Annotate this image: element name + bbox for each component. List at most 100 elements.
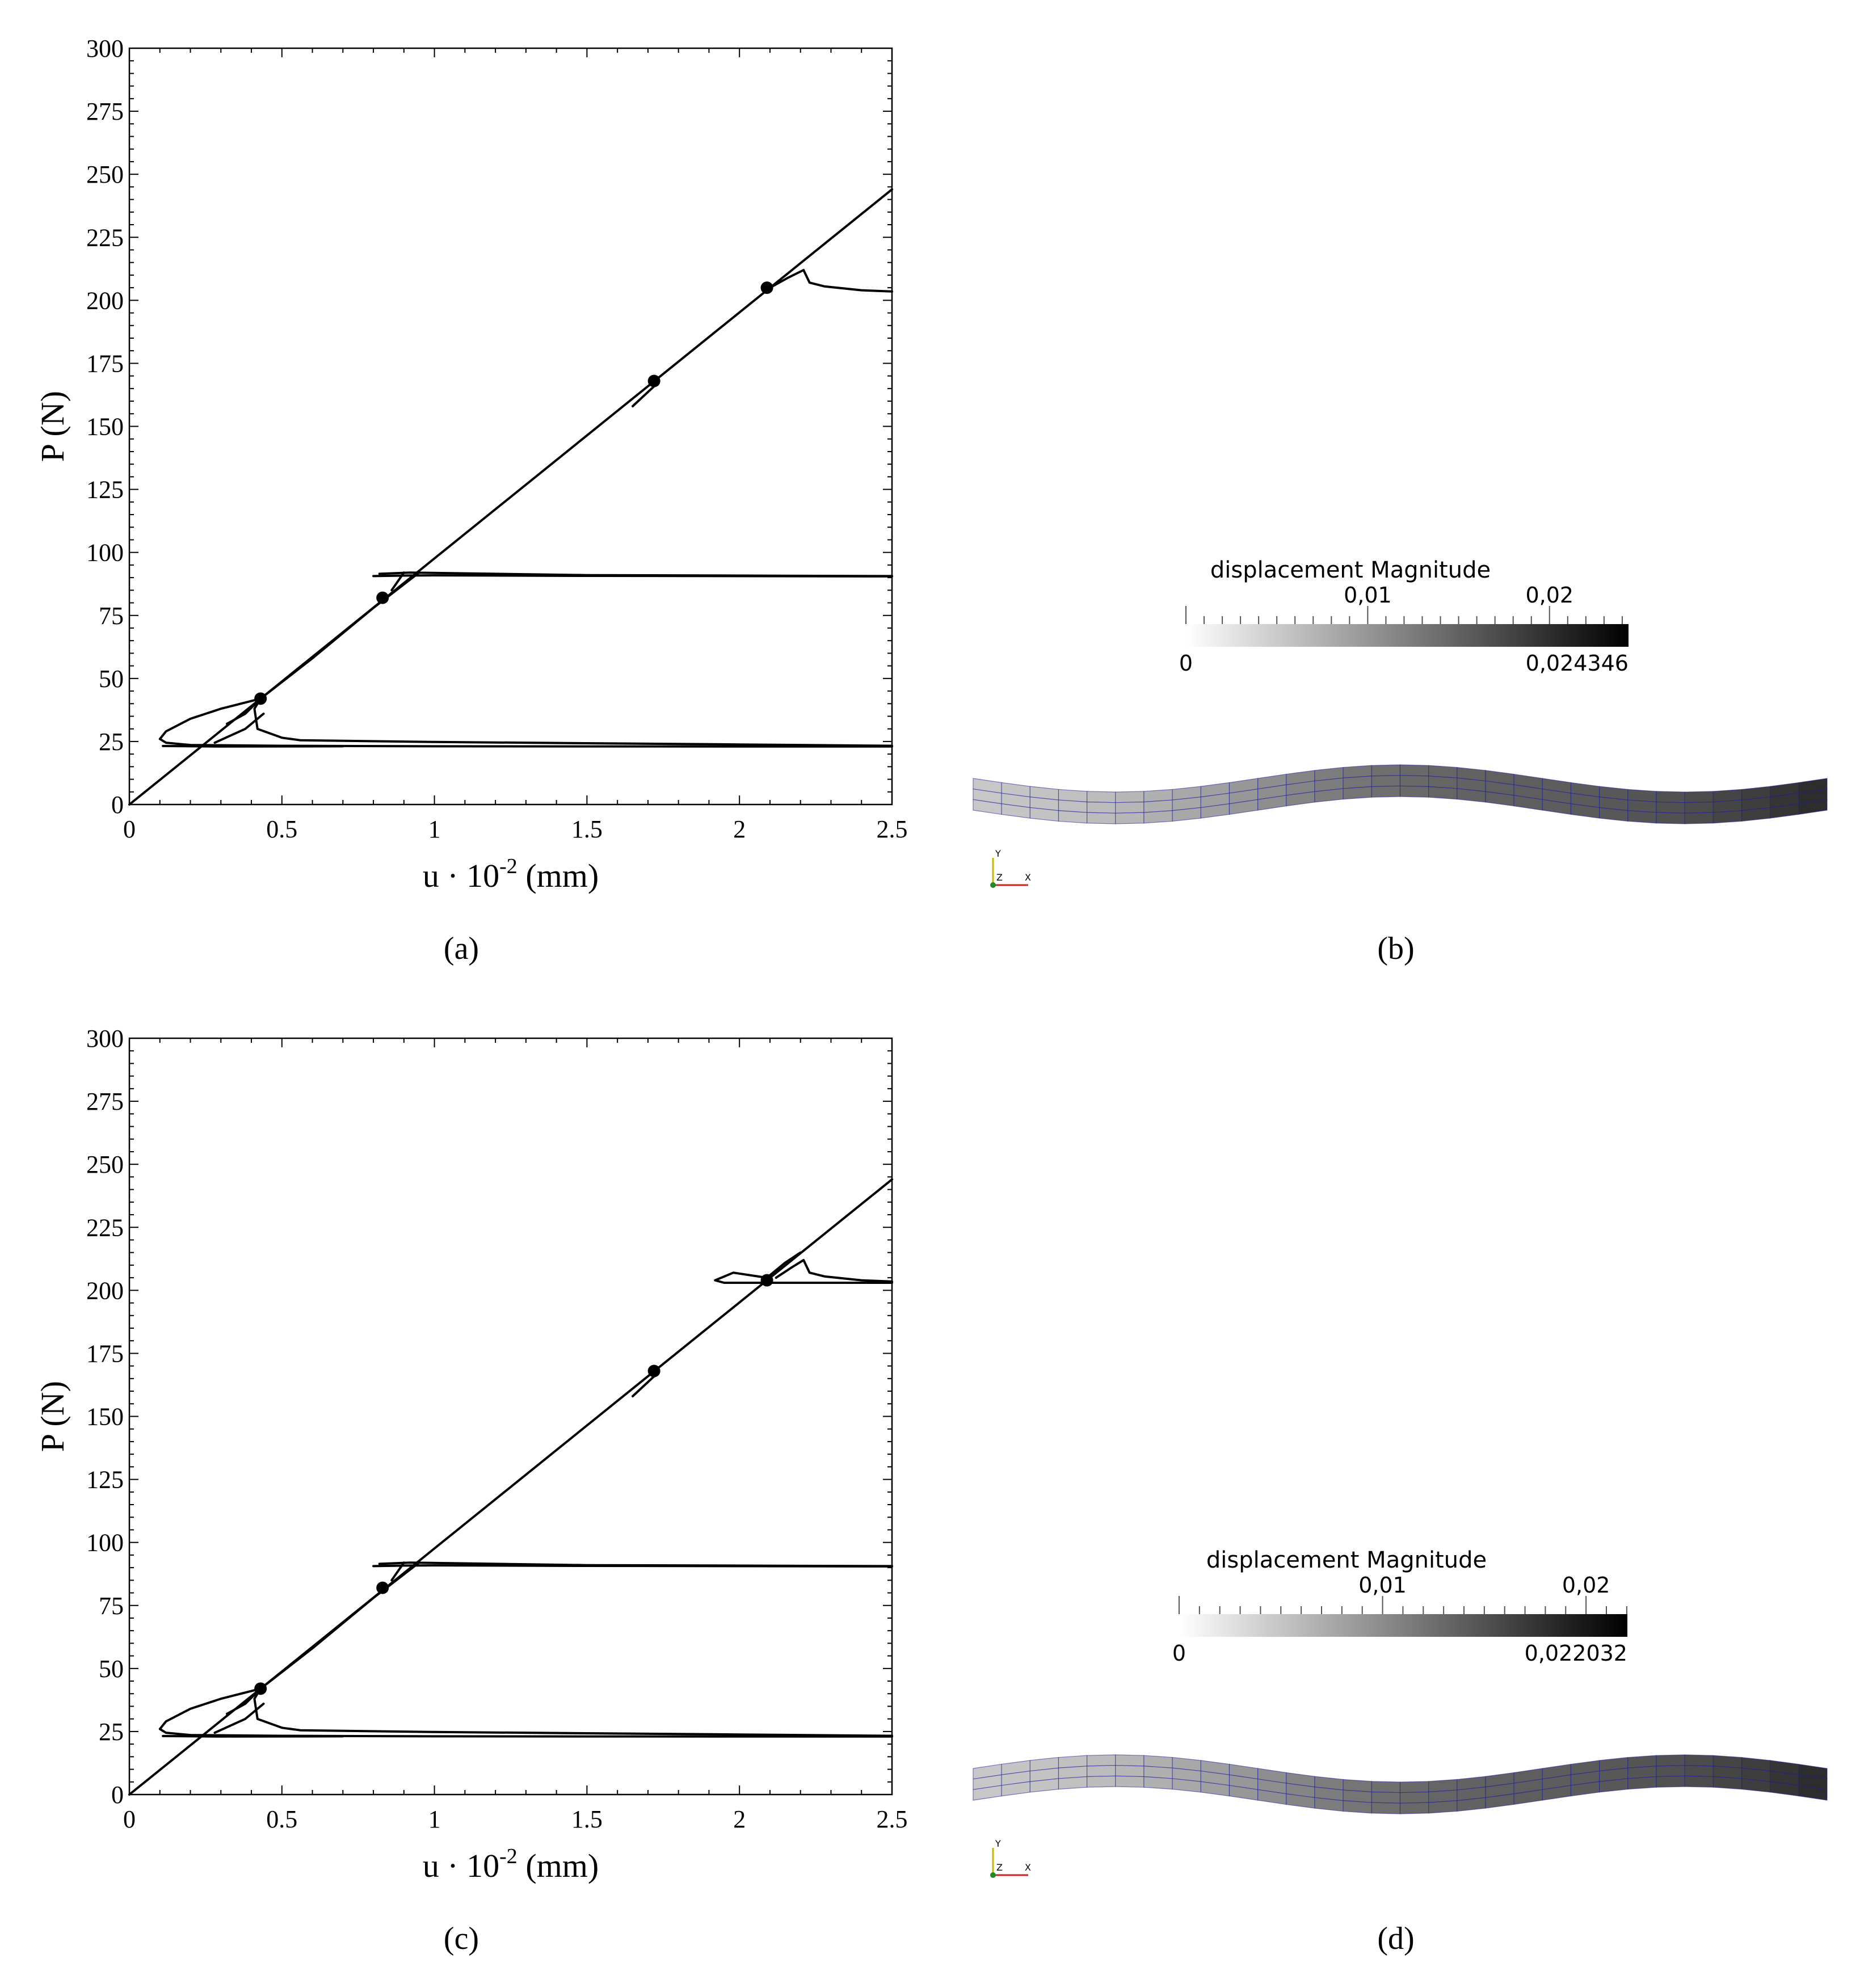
y-axis-label: P (N) <box>34 1381 71 1452</box>
y-tick-label: 200 <box>86 1277 124 1304</box>
mesh-element <box>1143 810 1173 824</box>
x-tick-label: 1.5 <box>571 815 603 843</box>
z-axis-dot <box>990 1872 996 1878</box>
mesh-element <box>1115 1754 1145 1767</box>
y-tick-label: 75 <box>99 602 124 630</box>
series-line <box>390 571 405 592</box>
y-tick-label: 0 <box>111 791 124 819</box>
mesh-element <box>1115 1775 1145 1788</box>
colorbar-mid-label: 0,02 <box>1562 1573 1610 1598</box>
colorbar-mid-label: 0,02 <box>1525 583 1573 608</box>
mesh-element <box>1684 1754 1714 1767</box>
x-axis-letter: X <box>1025 872 1031 883</box>
mesh-element <box>1087 1775 1116 1788</box>
mesh-element <box>1371 764 1401 777</box>
mesh-element <box>1087 812 1116 824</box>
x-tick-label: 0 <box>123 1805 136 1833</box>
y-tick-label: 100 <box>86 539 124 567</box>
mesh-element <box>1371 1781 1401 1793</box>
series-line <box>372 574 893 578</box>
x-tick-label: 2.5 <box>877 815 908 843</box>
series-line <box>775 1259 805 1279</box>
data-marker <box>254 1682 267 1695</box>
series-line <box>213 1703 265 1734</box>
mesh-element <box>1684 812 1714 824</box>
series-line <box>128 188 893 806</box>
x-tick-label: 2 <box>733 815 746 843</box>
mesh-element <box>1115 812 1145 824</box>
y-tick-label: 0 <box>111 1781 124 1809</box>
mesh-element <box>1087 1754 1116 1767</box>
x-axis-letter: X <box>1025 1862 1031 1873</box>
y-axis-letter: Y <box>995 1838 1001 1849</box>
series-line <box>390 1561 405 1582</box>
y-tick-label: 250 <box>86 161 124 188</box>
mesh-element <box>1712 1776 1743 1790</box>
series-line <box>802 269 893 293</box>
chart-a: 0 25 50 75 100 125 150 175 200 225 250 275 300 0 0.5 1 1… <box>34 35 908 894</box>
mesh-element <box>1656 812 1685 824</box>
subfigure-label-a: (a) <box>443 931 479 966</box>
data-marker <box>254 692 267 705</box>
x-axis-label: u · 10-2 (mm) <box>423 854 599 894</box>
mesh-element <box>1399 1791 1429 1804</box>
z-axis-letter: Z <box>996 872 1003 883</box>
mesh-element <box>1684 801 1714 814</box>
data-marker <box>376 591 389 604</box>
mesh-element <box>1399 775 1429 787</box>
x-tick-label: 2.5 <box>877 1805 908 1833</box>
mesh-element <box>1627 810 1657 824</box>
mesh-element <box>1428 1800 1458 1814</box>
x-tick-label: 1.5 <box>571 1805 603 1833</box>
mesh-element <box>1371 785 1401 798</box>
series-line <box>802 1259 893 1283</box>
colorbar <box>1179 1614 1627 1637</box>
mesh-element <box>1656 1765 1685 1778</box>
x-tick-label: 2 <box>733 1805 746 1833</box>
mesh-element <box>1656 1775 1685 1788</box>
mesh-element <box>1115 1765 1145 1778</box>
data-marker <box>376 1581 389 1594</box>
y-tick-label: 200 <box>86 287 124 314</box>
mesh-element <box>1798 1785 1828 1801</box>
y-tick-label: 300 <box>86 1025 124 1052</box>
series-line <box>213 713 265 744</box>
mesh-element <box>1627 1776 1657 1790</box>
subfigure-label-c: (c) <box>443 1921 479 1956</box>
subfigure-label-b: (b) <box>1377 931 1415 966</box>
series-line <box>128 1178 893 1796</box>
colorbar-title: displacement Magnitude <box>1210 557 1491 583</box>
y-tick-label: 50 <box>99 1655 124 1683</box>
series-line <box>158 697 893 748</box>
mesh-element <box>1087 801 1116 814</box>
series-line <box>158 1687 893 1738</box>
z-axis-letter: Z <box>996 1862 1003 1873</box>
series-line <box>372 1564 893 1568</box>
y-tick-label: 225 <box>86 1214 124 1241</box>
mesh-element <box>1399 1802 1429 1814</box>
x-tick-label: 0 <box>123 815 136 843</box>
series-line <box>714 1271 893 1284</box>
x-tick-label: 1 <box>428 1805 441 1833</box>
mesh-element <box>1343 786 1372 800</box>
mesh-element <box>1058 1776 1088 1790</box>
colorbar-max-label: 0,022032 <box>1525 1641 1627 1666</box>
colorbar-mid-label: 0,01 <box>1358 1573 1407 1598</box>
x-axis-label: u · 10-2 (mm) <box>423 1844 599 1884</box>
y-axis-label: P (N) <box>34 391 71 462</box>
y-tick-label: 225 <box>86 224 124 251</box>
mesh-element <box>1684 1775 1714 1788</box>
mesh-element <box>1428 786 1458 800</box>
series-line <box>162 1734 344 1738</box>
mesh-element <box>1399 785 1429 798</box>
mesh-element <box>1399 1781 1429 1793</box>
colorbar <box>1186 624 1629 647</box>
y-axis-letter: Y <box>995 848 1001 859</box>
y-tick-label: 100 <box>86 1529 124 1557</box>
mesh-element <box>1684 791 1714 803</box>
mesh-element <box>1656 1754 1685 1767</box>
mesh-element <box>1656 801 1685 814</box>
mesh-element <box>1684 1765 1714 1778</box>
y-tick-label: 250 <box>86 1151 124 1178</box>
